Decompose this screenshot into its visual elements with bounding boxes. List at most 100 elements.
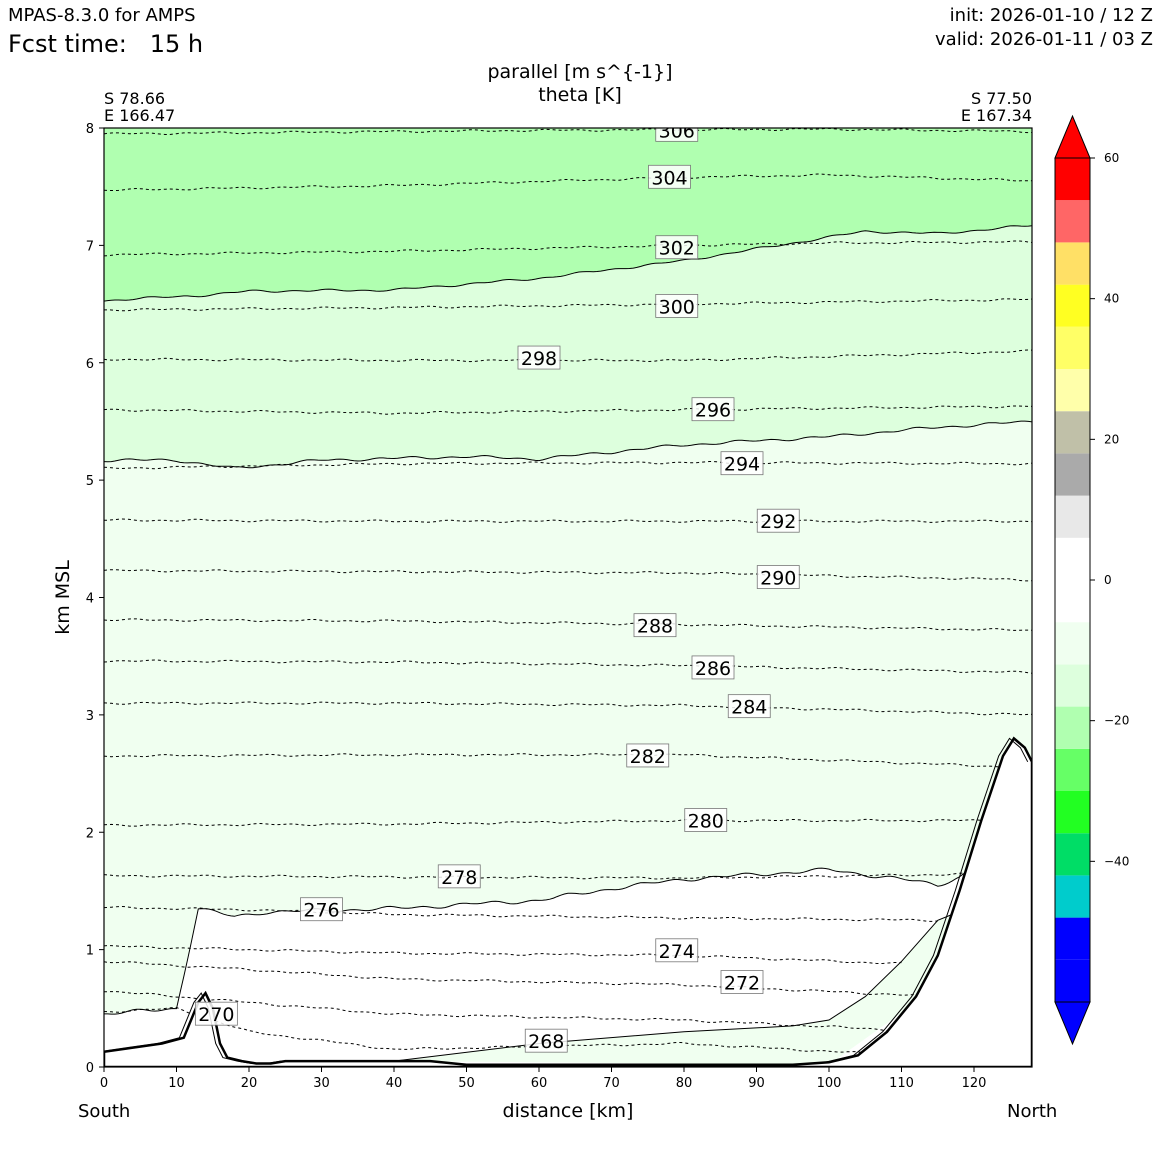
wind-contour-line	[104, 420, 1032, 469]
colorbar: 60 40 20 0 −20 −40	[1054, 114, 1129, 1046]
theta-label-text: 274	[659, 941, 695, 963]
theta-label-box	[437, 864, 481, 889]
model-name: MPAS-8.3.0 for AMPS	[8, 5, 196, 26]
colorbar-swatch	[1055, 833, 1090, 876]
x-tick-label: 70	[603, 1076, 620, 1091]
theta-label-292: 292	[756, 508, 800, 533]
x-tick-label: 10	[168, 1076, 185, 1091]
theta-label-text: 306	[659, 120, 695, 142]
theta-label-box	[691, 655, 735, 680]
theta-contour-268	[104, 1006, 902, 1057]
theta-label-306: 306	[655, 120, 699, 142]
theta-contour-284	[104, 701, 1032, 716]
x-tick-label: 30	[313, 1076, 330, 1091]
theta-label-box	[756, 565, 800, 589]
y-tick-label: 6	[86, 357, 94, 372]
colorbar-swatch	[1055, 495, 1090, 538]
theta-label-box	[720, 970, 764, 994]
colorbar-tick-label: 20	[1104, 432, 1119, 446]
theta-label-284: 284	[727, 694, 771, 719]
forecast-time-label: Fcst time:	[8, 30, 127, 58]
theta-contour-292	[104, 518, 1032, 523]
colorbar-swatch	[1055, 453, 1090, 496]
theta-label-304: 304	[648, 164, 691, 189]
right-end-coords: S 77.50 E 167.34	[961, 90, 1032, 124]
y-axis-label: km MSL	[52, 560, 74, 635]
colorbar-swatch	[1055, 580, 1090, 623]
theta-contour-274	[104, 945, 902, 965]
colorbar-extend-high	[1054, 114, 1091, 159]
theta-label-text: 280	[688, 811, 724, 833]
wind-band--20..-15	[104, 128, 1032, 302]
theta-label-text: 290	[760, 568, 796, 590]
theta-label-text: 278	[441, 867, 477, 889]
theta-label-282: 282	[626, 743, 670, 768]
wind-band-ridge	[394, 914, 953, 1065]
right-end-lon: E 167.34	[960, 106, 1032, 125]
x-tick-label: 40	[386, 1076, 403, 1091]
theta-contour-298	[104, 349, 1032, 363]
theta-label-box	[655, 938, 699, 963]
x-tick-label: 100	[817, 1076, 842, 1091]
colorbar-tick-label: 0	[1104, 573, 1112, 587]
theta-label-280: 280	[684, 808, 728, 833]
colorbar-swatch	[1055, 326, 1090, 369]
theta-label-box	[720, 451, 764, 476]
y-tick-label: 5	[86, 474, 94, 489]
theta-label-text: 298	[521, 348, 557, 370]
theta-label-290: 290	[756, 565, 800, 590]
theta-label-300: 300	[655, 294, 699, 318]
theta-label-286: 286	[691, 655, 735, 680]
terrain-outline	[104, 737, 1029, 1066]
theta-label-text: 296	[695, 400, 731, 422]
theta-contour-282	[104, 753, 1032, 768]
theta-label-text: 304	[651, 167, 687, 189]
y-tick-label: 0	[86, 1061, 94, 1076]
theta-label-278: 278	[437, 864, 481, 889]
theta-label-box	[300, 897, 343, 922]
init-time: init: 2026-01-10 / 12 Z	[949, 5, 1153, 26]
theta-contour-276	[104, 905, 938, 922]
y-tick-label: 1	[86, 944, 94, 959]
theta-label-text: 276	[303, 900, 339, 922]
colorbar-tick-label: −20	[1104, 714, 1129, 728]
theta-label-box	[626, 743, 670, 768]
y-tick-label: 3	[86, 709, 94, 724]
colorbar-swatch	[1055, 158, 1090, 201]
theta-contour-278	[104, 872, 1032, 880]
colorbar-swatch	[1055, 537, 1090, 580]
colorbar-swatch	[1055, 706, 1090, 749]
theta-label-268: 268	[524, 1028, 568, 1053]
theta-label-text: 272	[724, 972, 760, 994]
y-tick-label: 2	[86, 826, 94, 841]
x-tick-label: 50	[458, 1076, 475, 1091]
x-tick-label: 60	[531, 1076, 548, 1091]
y-tick-label: 4	[86, 592, 94, 607]
colorbar-extend-low	[1054, 1001, 1091, 1046]
theta-label-text: 270	[198, 1004, 234, 1026]
theta-label-text: 284	[731, 697, 767, 719]
wind-contour-line	[393, 913, 953, 1062]
colorbar-swatch	[1055, 791, 1090, 834]
theta-label-274: 274	[655, 938, 699, 963]
x-tick-label: 120	[962, 1076, 987, 1091]
wind-contour-line	[104, 867, 975, 1015]
colorbar-swatch	[1055, 411, 1090, 454]
forecast-time: Fcst time: 15 h	[8, 30, 203, 58]
theta-contour-280	[104, 818, 1032, 827]
theta-label-box	[756, 508, 800, 533]
theta-label-270: 270	[194, 1001, 238, 1026]
theta-label-text: 286	[695, 658, 731, 680]
theta-contour-296	[104, 405, 1032, 415]
theta-contour-286	[104, 659, 1032, 674]
theta-label-box	[524, 1028, 568, 1053]
left-end-coords: S 78.66 E 166.47	[104, 90, 175, 124]
theta-contour-288	[104, 618, 1032, 631]
theta-label-box	[684, 808, 728, 832]
theta-contour-272	[104, 961, 938, 998]
wind-contour-line	[104, 225, 1032, 302]
theta-label-box	[194, 1001, 238, 1026]
colorbar-swatch	[1055, 284, 1090, 327]
